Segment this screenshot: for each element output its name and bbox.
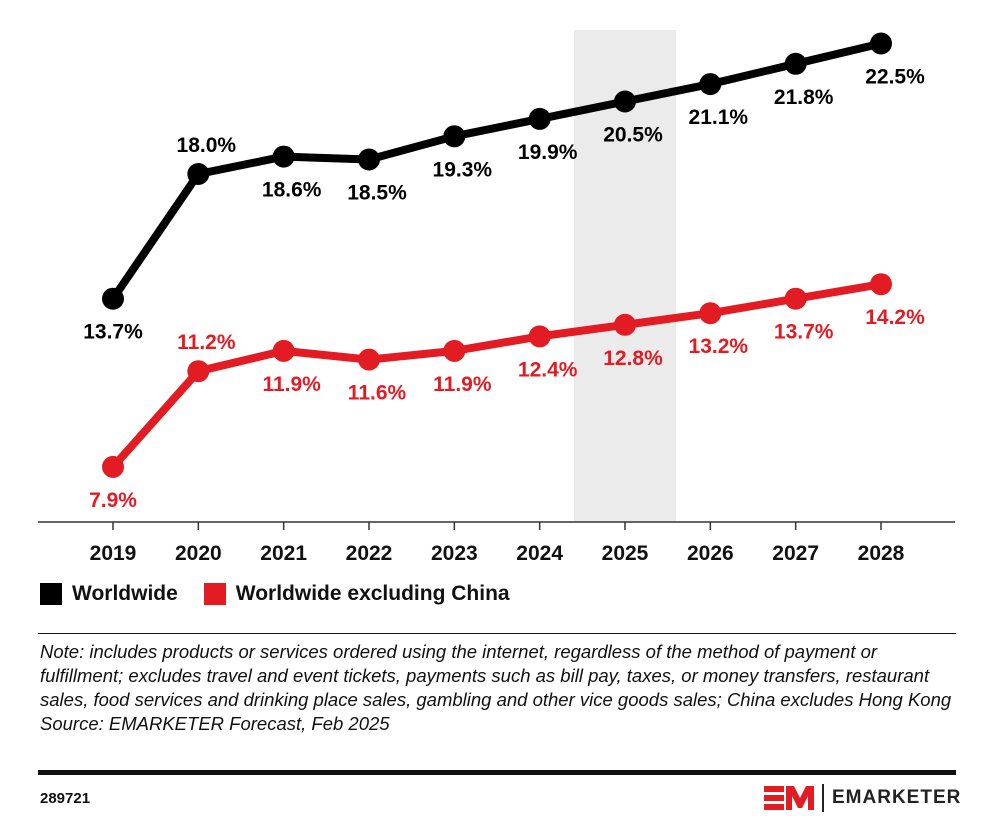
- data-label: 12.4%: [518, 358, 578, 381]
- data-label: 18.6%: [262, 179, 322, 202]
- x-tick-label: 2025: [602, 542, 649, 565]
- data-point: [272, 339, 295, 362]
- data-point: [443, 125, 466, 148]
- legend-swatch-black: [40, 583, 62, 605]
- legend: Worldwide Worldwide excluding China: [40, 582, 536, 606]
- x-tick-label: 2022: [346, 542, 393, 565]
- data-label: 13.7%: [774, 321, 834, 344]
- x-tick-label: 2027: [772, 542, 819, 565]
- data-label: 11.9%: [433, 373, 492, 396]
- data-point: [784, 287, 807, 310]
- data-point: [614, 90, 636, 113]
- data-label: 7.9%: [89, 489, 137, 512]
- data-label: 21.1%: [689, 106, 749, 129]
- data-label: 18.5%: [347, 182, 407, 205]
- legend-swatch-red: [203, 583, 226, 605]
- data-label: 12.8%: [603, 347, 663, 370]
- data-point: [614, 313, 636, 336]
- x-tick-label: 2023: [431, 542, 478, 565]
- legend-label: Worldwide excluding China: [235, 582, 510, 605]
- data-label: 19.9%: [518, 141, 578, 164]
- data-label: 21.8%: [774, 86, 834, 109]
- line-chart: 2019 2020 2021 2022 2023 2024 2025 2026 2027 2028…: [38, 30, 955, 565]
- data-point: [870, 32, 892, 55]
- x-tick-label: 2021: [260, 542, 307, 565]
- x-tick-label: 2026: [687, 542, 734, 565]
- data-label: 19.3%: [433, 158, 493, 181]
- data-point: [272, 145, 295, 168]
- data-point: [187, 163, 210, 185]
- data-point: [443, 339, 466, 362]
- legend-item-worldwide: Worldwide: [40, 582, 178, 606]
- data-label: 14.2%: [865, 306, 925, 329]
- series-line-1: [110, 280, 882, 470]
- data-point: [784, 52, 807, 75]
- data-point: [528, 107, 551, 130]
- note: Note: includes products or services orde…: [40, 640, 955, 736]
- divider: [38, 633, 956, 634]
- chart-id: 289721: [40, 790, 91, 807]
- data-point: [102, 455, 124, 478]
- x-tick-label: 2024: [516, 542, 563, 565]
- note-text: Note: includes products or services orde…: [40, 641, 952, 710]
- data-point: [528, 325, 551, 348]
- em-logo-icon: [764, 786, 814, 810]
- data-label: 20.5%: [603, 124, 663, 147]
- data-label: 13.7%: [83, 321, 143, 344]
- data-point: [870, 273, 892, 296]
- x-tick-label: 2028: [858, 542, 905, 565]
- data-point: [699, 73, 722, 96]
- data-point: [358, 148, 380, 171]
- brand-name: EMARKETER: [832, 787, 962, 808]
- logo-separator: [822, 784, 824, 812]
- data-point: [358, 348, 380, 371]
- emarketer-logo: EMARKETER: [764, 784, 961, 812]
- series-line-0: [109, 39, 882, 301]
- legend-item-excluding-china: Worldwide excluding China: [203, 582, 510, 606]
- data-label: 11.9%: [262, 373, 321, 396]
- data-label: 22.5%: [865, 66, 925, 89]
- x-tick-label: 2020: [175, 542, 222, 565]
- data-point: [187, 360, 210, 383]
- data-label: 18.0%: [177, 134, 237, 157]
- data-label: 11.2%: [177, 331, 236, 354]
- divider-thick: [38, 770, 956, 775]
- data-point: [699, 302, 722, 325]
- source-text: Source: EMARKETER Forecast, Feb 2025: [40, 713, 390, 734]
- legend-label: Worldwide: [72, 582, 178, 605]
- x-tick-label: 2019: [90, 542, 137, 565]
- data-point: [102, 287, 124, 310]
- data-label: 13.2%: [689, 335, 749, 358]
- data-label: 11.6%: [348, 382, 407, 405]
